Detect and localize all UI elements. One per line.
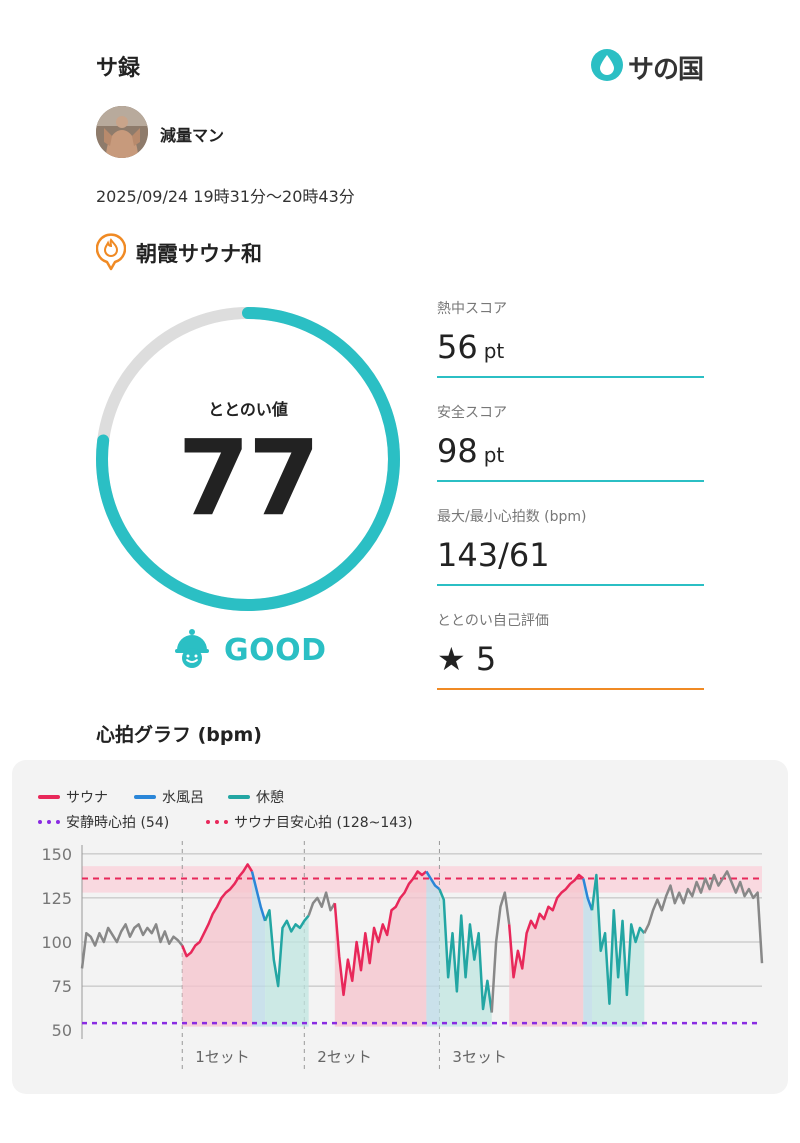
- metric-unit: pt: [483, 443, 505, 467]
- totonoi-value: 77: [177, 417, 321, 539]
- totonoi-ring: [96, 307, 400, 611]
- phase-area: [439, 889, 492, 1027]
- heart-rate-chart-panel: サウナ 水風呂 休憩 安静時心拍 (54) サウナ目安心拍 (128~143) …: [12, 760, 788, 1094]
- legend-resting-hr: 安静時心拍 (54): [38, 812, 169, 832]
- sauna-location-pin-icon: [95, 231, 127, 275]
- y-tick-label: 100: [41, 933, 72, 952]
- brand-logo: サの国: [590, 48, 704, 86]
- series-line: [582, 878, 594, 911]
- legend-swatch: [134, 795, 156, 799]
- series-line: [307, 891, 336, 916]
- legend-swatch: [38, 795, 60, 799]
- phase-area: [583, 878, 592, 1027]
- heart-rate-chart: 50 75 100 125 150 1セット 2セット 3セット: [41, 841, 764, 1072]
- set-label: 1セット: [195, 1048, 250, 1066]
- set-label: 2セット: [317, 1048, 372, 1066]
- app-title: サ録: [96, 56, 141, 81]
- metric-divider: [437, 584, 704, 586]
- y-tick-label: 150: [41, 845, 72, 864]
- series-line: [507, 873, 585, 979]
- chart-title: 心拍グラフ (bpm): [96, 724, 262, 746]
- metric-self-rating: ととのい自己評価 ★ 5: [437, 610, 704, 690]
- y-tick-label: 50: [52, 1021, 72, 1040]
- metric-divider: [437, 480, 704, 482]
- rating-text: GOOD: [224, 632, 327, 668]
- series-line: [425, 870, 441, 891]
- phase-area: [509, 874, 584, 1027]
- series-line: [181, 863, 254, 958]
- metric-unit: pt: [483, 339, 505, 363]
- legend-label: 休憩: [256, 790, 284, 806]
- phase-area: [265, 910, 309, 1027]
- legend-swatch: [206, 820, 228, 824]
- legend-cold-bath: 水風呂: [134, 787, 204, 807]
- smiling-face-cap-icon: [172, 626, 212, 674]
- metric-heat-score: 熱中スコア 56 pt: [437, 298, 704, 378]
- series-line: [263, 909, 310, 988]
- series-line: [490, 891, 511, 1013]
- legend-label: サウナ目安心拍 (128~143): [234, 815, 413, 831]
- series-line: [643, 870, 764, 964]
- user-name[interactable]: 減量マン: [160, 126, 225, 145]
- metric-value: 56: [437, 328, 478, 366]
- avatar[interactable]: [96, 106, 148, 158]
- legend-label: 水風呂: [162, 790, 204, 806]
- series-line: [250, 871, 267, 922]
- y-tick-label: 125: [41, 889, 72, 908]
- legend-swatch: [38, 820, 60, 824]
- metric-value: 143/61: [437, 536, 550, 574]
- metric-label: 熱中スコア: [437, 301, 507, 317]
- metric-label: 最大/最小心拍数 (bpm): [437, 509, 587, 525]
- brand-name: サの国: [628, 54, 704, 85]
- legend-sauna: サウナ: [38, 787, 108, 807]
- set-label: 3セット: [452, 1048, 507, 1066]
- metric-label: 安全スコア: [437, 405, 507, 421]
- metric-label: ととのい自己評価: [437, 613, 549, 629]
- session-time: 2025/09/24 19時31分〜20時43分: [96, 187, 355, 206]
- facility-name[interactable]: 朝霞サウナ和: [136, 242, 262, 266]
- metric-value: 98: [437, 432, 478, 470]
- water-drop-icon: [590, 48, 624, 86]
- ring-progress: [96, 307, 400, 611]
- phase-area: [334, 871, 427, 1027]
- legend-rest: 休憩: [228, 787, 284, 807]
- phase-area: [426, 871, 440, 1027]
- series-line: [80, 923, 184, 969]
- phase-area: [182, 864, 252, 1027]
- metric-safety-score: 安全スコア 98 pt: [437, 402, 704, 482]
- metric-heart-rate: 最大/最小心拍数 (bpm) 143/61: [437, 506, 704, 586]
- phase-area: [592, 874, 645, 1027]
- y-tick-label: 75: [52, 977, 72, 996]
- legend-target-hr: サウナ目安心拍 (128~143): [206, 812, 413, 832]
- metric-value: ★ 5: [437, 640, 497, 678]
- metric-divider: [437, 376, 704, 378]
- totonoi-label: ととのい値: [208, 400, 288, 419]
- metric-divider: [437, 688, 704, 690]
- series-line: [438, 888, 493, 1013]
- legend-label: 安静時心拍 (54): [66, 815, 170, 831]
- rating-badge: GOOD: [172, 626, 327, 674]
- legend-swatch: [228, 795, 250, 799]
- facility[interactable]: 朝霞サウナ和: [95, 231, 262, 275]
- legend-label: サウナ: [66, 790, 108, 806]
- series-line: [590, 873, 646, 1005]
- series-line: [333, 870, 428, 997]
